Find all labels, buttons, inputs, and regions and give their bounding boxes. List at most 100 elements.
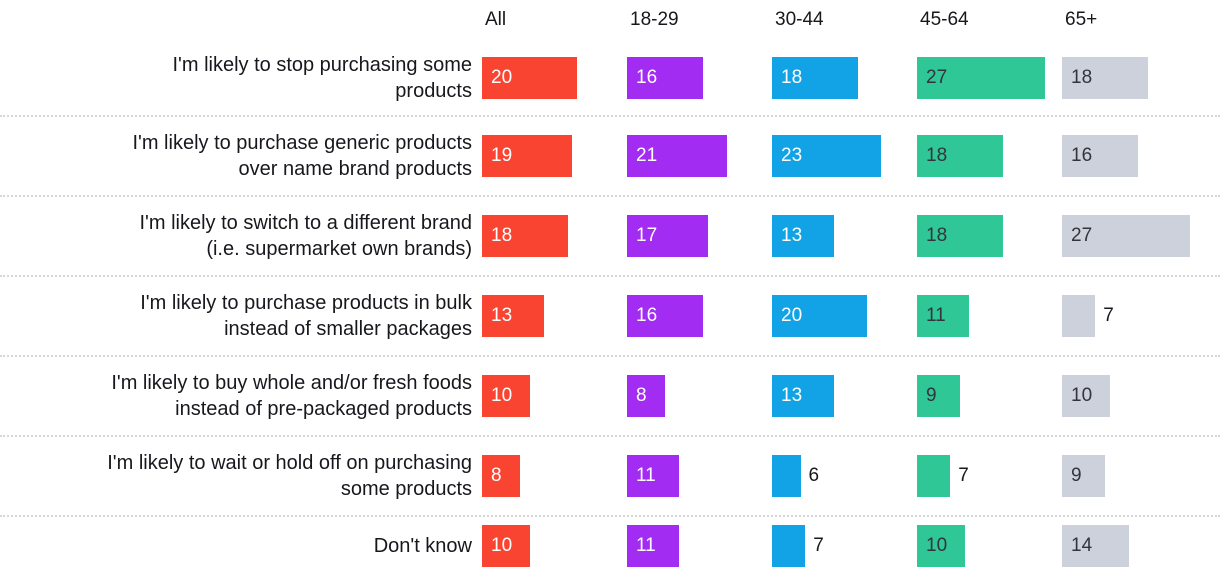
row-label-line: I'm likely to purchase generic products [132,132,472,154]
bar-cell: 23 [772,135,917,177]
bar-cell: 13 [772,215,917,257]
bar-cell: 7 [1062,295,1207,337]
chart-row: I'm likely to stop purchasing some produc… [0,40,1220,117]
value-label: 10 [926,534,948,556]
value-label: 9 [926,385,937,406]
row-label-line: some products [340,478,472,500]
chart-row: I'm likely to purchase products in bulk i… [0,277,1220,357]
row-label-line: I'm likely to stop purchasing some [172,53,472,76]
value-label: 13 [781,385,803,406]
value-label: 11 [636,534,656,556]
value-label: 11 [926,305,946,326]
chart-row: I'm likely to purchase generic products o… [0,117,1220,197]
value-label: 18 [1071,66,1093,88]
bar-cell: 10 [482,524,627,567]
value-label: 9 [1071,465,1082,486]
bar-segment: 19 [482,135,573,177]
bar-segment: 9 [1062,455,1105,497]
value-label: 23 [781,145,803,166]
bar-cell: 11 [627,524,772,567]
value-label: 7 [1103,305,1114,326]
bar-segment: 27 [1062,215,1191,257]
row-label-line: instead of pre-packaged products [175,398,472,420]
bar-segment: 27 [917,56,1046,99]
value-label: 8 [491,465,502,486]
value-label: 19 [491,145,513,166]
chart-row: I'm likely to wait or hold off on purcha… [0,437,1220,517]
value-label: 18 [926,145,948,166]
value-label: 27 [926,66,948,88]
bar-segment: 20 [482,56,577,99]
chart-row: Don't know 10 11 7 10 14 [0,517,1220,574]
bar-cell: 27 [1062,215,1207,257]
bar-segment: 18 [482,215,568,257]
bar-segment: 18 [917,135,1003,177]
value-label: 11 [636,465,656,486]
bar-segment: 8 [482,455,520,497]
bar-cell: 7 [772,524,917,567]
bar-cell: 16 [627,295,772,337]
chart-row: I'm likely to switch to a different bran… [0,197,1220,277]
value-label: 13 [491,305,513,326]
value-label: 16 [1071,145,1093,166]
column-header-65-: 65+ [1065,9,1098,30]
bar-segment: 8 [627,375,665,417]
bar-cell: 13 [482,295,627,337]
bar-segment: 23 [772,135,882,177]
bar-cell: 14 [1062,524,1207,567]
row-label: I'm likely to switch to a different bran… [0,210,482,262]
column-header-18-29: 18-29 [630,9,679,30]
value-label: 10 [491,534,513,556]
bar-segment [772,455,801,497]
bar-cell: 20 [772,295,917,337]
bar-segment: 13 [772,375,834,417]
bar-cell: 6 [772,455,917,497]
bar-cell: 17 [627,215,772,257]
bar-cell: 7 [917,455,1062,497]
bar-cell: 9 [917,375,1062,417]
column-header-row: All 18-29 30-44 45-64 65+ [0,0,1220,40]
value-label: 27 [1071,225,1093,246]
value-label: 17 [636,225,658,246]
bar-cell: 18 [917,215,1062,257]
bar-cell: 27 [917,56,1062,99]
chart-row: I'm likely to buy whole and/or fresh foo… [0,357,1220,437]
value-label: 16 [636,66,658,88]
value-label: 7 [813,534,824,556]
bar-cell: 18 [772,56,917,99]
bar-segment: 16 [627,56,703,99]
row-label-line: I'm likely to buy whole and/or fresh foo… [111,372,472,394]
bar-segment: 13 [482,295,544,337]
value-label: 20 [781,305,803,326]
row-label: I'm likely to purchase generic products o… [0,130,482,182]
row-label-line: I'm likely to switch to a different bran… [139,212,473,234]
row-label-line: Don't know [373,534,472,557]
value-label: 18 [926,225,948,246]
value-label: 20 [491,66,513,88]
bar-cell: 8 [482,455,627,497]
bar-segment: 16 [1062,135,1138,177]
row-label: I'm likely to purchase products in bulk i… [0,290,482,342]
bar-cell: 20 [482,56,627,99]
bar-segment: 11 [627,455,680,497]
bar-cell: 10 [917,524,1062,567]
row-label-line: (i.e. supermarket own brands) [206,238,472,260]
value-label: 18 [781,66,803,88]
row-label: I'm likely to wait or hold off on purcha… [0,450,482,502]
bar-segment [772,524,806,567]
bar-segment: 17 [627,215,708,257]
bar-segment: 10 [482,524,530,567]
row-label-line: I'm likely to wait or hold off on purcha… [107,452,472,474]
value-label: 13 [781,225,803,246]
column-header-45-64: 45-64 [920,9,969,30]
value-label: 6 [808,465,820,486]
value-label: 18 [491,225,513,246]
bar-segment: 16 [627,295,703,337]
bar-segment: 10 [1062,375,1110,417]
bar-segment: 9 [917,375,960,417]
row-label: Don't know [0,533,482,559]
bar-segment: 20 [772,295,867,337]
bar-cell: 9 [1062,455,1207,497]
bar-cell: 10 [1062,375,1207,417]
row-label: I'm likely to buy whole and/or fresh foo… [0,370,482,422]
